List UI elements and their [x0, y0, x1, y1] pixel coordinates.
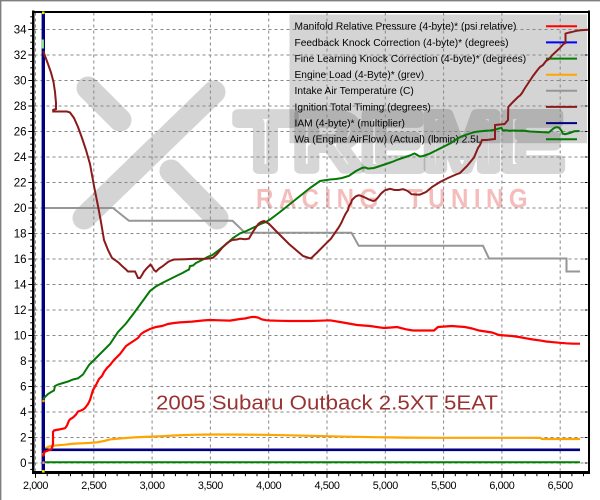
svg-text:5,000: 5,000	[373, 480, 398, 492]
svg-text:34: 34	[14, 25, 27, 37]
svg-text:IAM (4-byte)* (multiplier): IAM (4-byte)* (multiplier)	[295, 119, 405, 130]
svg-text:8: 8	[20, 356, 26, 368]
svg-text:18: 18	[14, 229, 27, 241]
svg-text:TREME: TREME	[237, 97, 563, 186]
svg-text:6,000: 6,000	[489, 480, 514, 492]
svg-text:Fine Learning Knock Correction: Fine Learning Knock Correction (4-byte)*…	[295, 54, 527, 65]
svg-text:32: 32	[14, 50, 27, 62]
svg-text:3,500: 3,500	[198, 480, 223, 492]
svg-text:28: 28	[14, 101, 27, 113]
svg-text:10: 10	[14, 331, 27, 343]
svg-text:2,500: 2,500	[81, 480, 106, 492]
svg-text:Engine Load (4-Byte)* (grev): Engine Load (4-Byte)* (grev)	[295, 70, 425, 81]
svg-text:24: 24	[14, 152, 27, 164]
svg-text:5,500: 5,500	[431, 480, 456, 492]
svg-text:2005 Subaru Outback 2.5XT 5EAT: 2005 Subaru Outback 2.5XT 5EAT	[156, 392, 499, 415]
svg-text:30: 30	[14, 76, 27, 88]
svg-text:2: 2	[20, 433, 26, 445]
svg-text:12: 12	[14, 305, 27, 317]
svg-text:0: 0	[20, 458, 26, 470]
svg-text:Manifold Relative Pressure (4-: Manifold Relative Pressure (4-byte)* (ps…	[295, 22, 517, 33]
svg-text:4,500: 4,500	[314, 480, 339, 492]
svg-text:4: 4	[20, 407, 27, 419]
svg-text:3,000: 3,000	[140, 480, 165, 492]
svg-text:Ignition Total Timing (degrees: Ignition Total Timing (degrees)	[295, 102, 431, 113]
svg-text:2,000: 2,000	[23, 480, 48, 492]
svg-text:Wa (Engine AirFlow) (Actual) (: Wa (Engine AirFlow) (Actual) (lbmin) 2.5…	[295, 135, 482, 146]
svg-text:Feedback Knock Correction (4-b: Feedback Knock Correction (4-byte)* (deg…	[295, 38, 509, 49]
svg-text:26: 26	[14, 127, 27, 139]
svg-text:14: 14	[14, 280, 27, 292]
svg-text:20: 20	[14, 203, 27, 215]
svg-text:4,000: 4,000	[256, 480, 281, 492]
svg-text:6,500: 6,500	[548, 480, 573, 492]
svg-text:22: 22	[14, 178, 27, 190]
svg-text:Intake Air Temperature (C): Intake Air Temperature (C)	[295, 86, 414, 97]
svg-text:16: 16	[14, 254, 27, 266]
svg-text:6: 6	[20, 382, 26, 394]
